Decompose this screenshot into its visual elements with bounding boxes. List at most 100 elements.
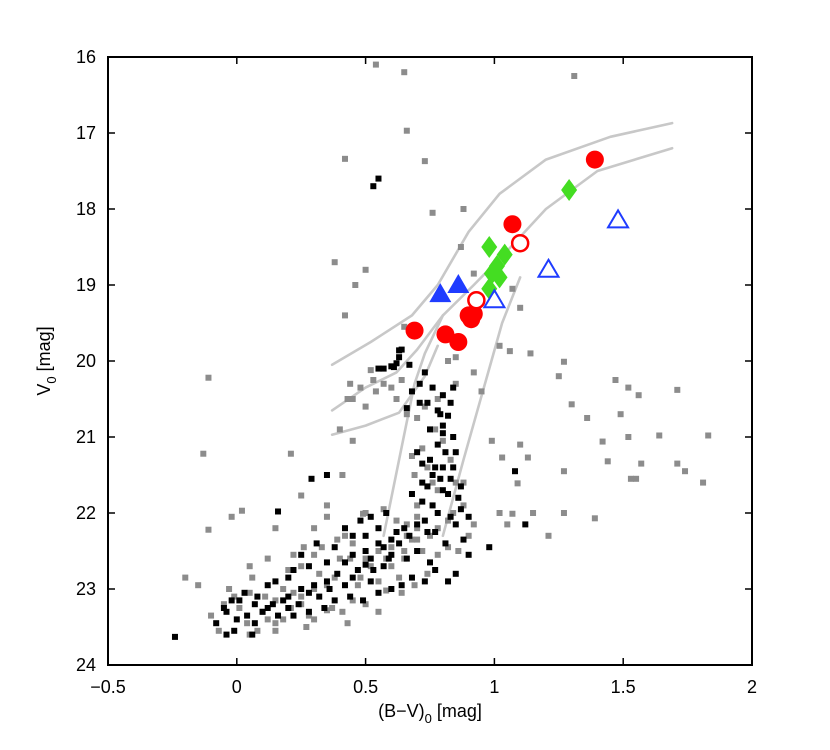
- star-point-black: [275, 508, 282, 515]
- star-point-grey: [460, 206, 467, 212]
- star-point-grey: [372, 388, 379, 395]
- star-point-black: [341, 582, 348, 589]
- star-point-black: [427, 456, 433, 463]
- star-point-black: [321, 605, 328, 611]
- star-point-black: [375, 525, 382, 532]
- star-point-grey: [318, 544, 325, 551]
- star-point-black: [388, 536, 395, 543]
- star-point-grey: [524, 454, 531, 461]
- star-point-grey: [246, 589, 253, 596]
- red-open-circle: [510, 233, 530, 253]
- star-point-black: [341, 525, 348, 532]
- star-point-black: [380, 365, 387, 372]
- star-point-black: [305, 589, 312, 596]
- star-point-grey: [362, 510, 369, 516]
- star-point-black: [429, 472, 436, 478]
- star-point-black: [326, 586, 333, 592]
- star-point-black: [331, 544, 338, 551]
- star-point-grey: [424, 464, 431, 471]
- y-tick-label: 18: [76, 199, 96, 219]
- star-point-grey: [339, 608, 346, 615]
- star-point-grey: [439, 437, 446, 444]
- star-point-black: [264, 582, 271, 589]
- star-point-black: [450, 434, 457, 440]
- star-point-black: [403, 405, 410, 412]
- star-point-grey: [200, 450, 207, 457]
- y-tick-label: 17: [76, 123, 96, 143]
- star-point-black: [231, 627, 238, 634]
- star-point-black: [432, 464, 439, 471]
- star-point-grey: [249, 574, 256, 581]
- star-point-grey: [401, 548, 408, 554]
- star-point-black: [249, 631, 256, 638]
- star-point-grey: [264, 555, 271, 562]
- star-point-black: [311, 582, 318, 589]
- star-point-grey: [517, 304, 524, 311]
- star-point-black: [419, 498, 426, 505]
- star-point-grey: [298, 492, 305, 499]
- star-point-grey: [367, 563, 374, 570]
- star-point-grey: [591, 515, 598, 522]
- star-point-grey: [305, 612, 312, 619]
- star-point-grey: [429, 209, 436, 216]
- star-point-grey: [424, 570, 431, 577]
- star-point-grey: [298, 563, 305, 570]
- star-point-black: [434, 441, 441, 448]
- star-point-black: [408, 574, 415, 581]
- star-point-grey: [311, 616, 318, 623]
- star-point-black: [512, 468, 519, 475]
- star-point-black: [385, 555, 392, 562]
- x-tick-label: 1.5: [611, 677, 636, 697]
- star-point-black: [367, 513, 374, 520]
- star-point-grey: [599, 438, 606, 445]
- star-point-grey: [411, 582, 418, 589]
- star-point-grey: [357, 574, 364, 581]
- star-point-grey: [362, 266, 369, 273]
- star-point-black: [272, 578, 279, 585]
- star-point-grey: [414, 536, 421, 543]
- star-point-grey: [388, 544, 395, 551]
- star-point-grey: [228, 513, 235, 520]
- star-point-grey: [323, 502, 330, 509]
- star-point-grey: [419, 548, 426, 554]
- star-point-grey: [434, 525, 441, 532]
- green-diamond: [496, 243, 513, 266]
- star-point-black: [285, 574, 292, 581]
- star-point-grey: [488, 437, 495, 444]
- star-point-black: [452, 521, 459, 528]
- star-point-grey: [434, 551, 441, 558]
- star-point-grey: [445, 517, 452, 524]
- star-point-grey: [682, 468, 689, 475]
- star-point-grey: [604, 458, 611, 465]
- star-point-black: [244, 612, 251, 619]
- star-point-grey: [414, 502, 421, 509]
- star-point-grey: [316, 570, 323, 577]
- star-point-black: [269, 601, 276, 608]
- star-point-black: [457, 483, 464, 490]
- star-point-grey: [298, 593, 305, 600]
- star-point-grey: [311, 551, 318, 558]
- star-point-black: [323, 578, 330, 585]
- star-point-black: [316, 593, 323, 600]
- star-point-grey: [244, 620, 251, 627]
- series-square-grey: [182, 61, 712, 638]
- star-point-grey: [254, 627, 261, 634]
- star-point-grey: [496, 510, 503, 516]
- star-point-black: [388, 586, 395, 592]
- star-point-grey: [625, 434, 632, 440]
- green-diamond: [491, 266, 508, 289]
- star-point-grey: [527, 350, 534, 357]
- star-point-grey: [372, 61, 379, 68]
- star-point-grey: [339, 472, 346, 478]
- star-point-black: [421, 517, 428, 524]
- star-point-grey: [215, 627, 222, 634]
- star-point-grey: [401, 69, 408, 76]
- star-point-grey: [506, 348, 513, 355]
- star-point-black: [447, 475, 454, 482]
- star-point-black: [437, 411, 444, 418]
- star-point-black: [439, 487, 446, 494]
- star-point-grey: [205, 374, 212, 381]
- star-point-black: [445, 491, 452, 497]
- star-point-black: [457, 506, 464, 513]
